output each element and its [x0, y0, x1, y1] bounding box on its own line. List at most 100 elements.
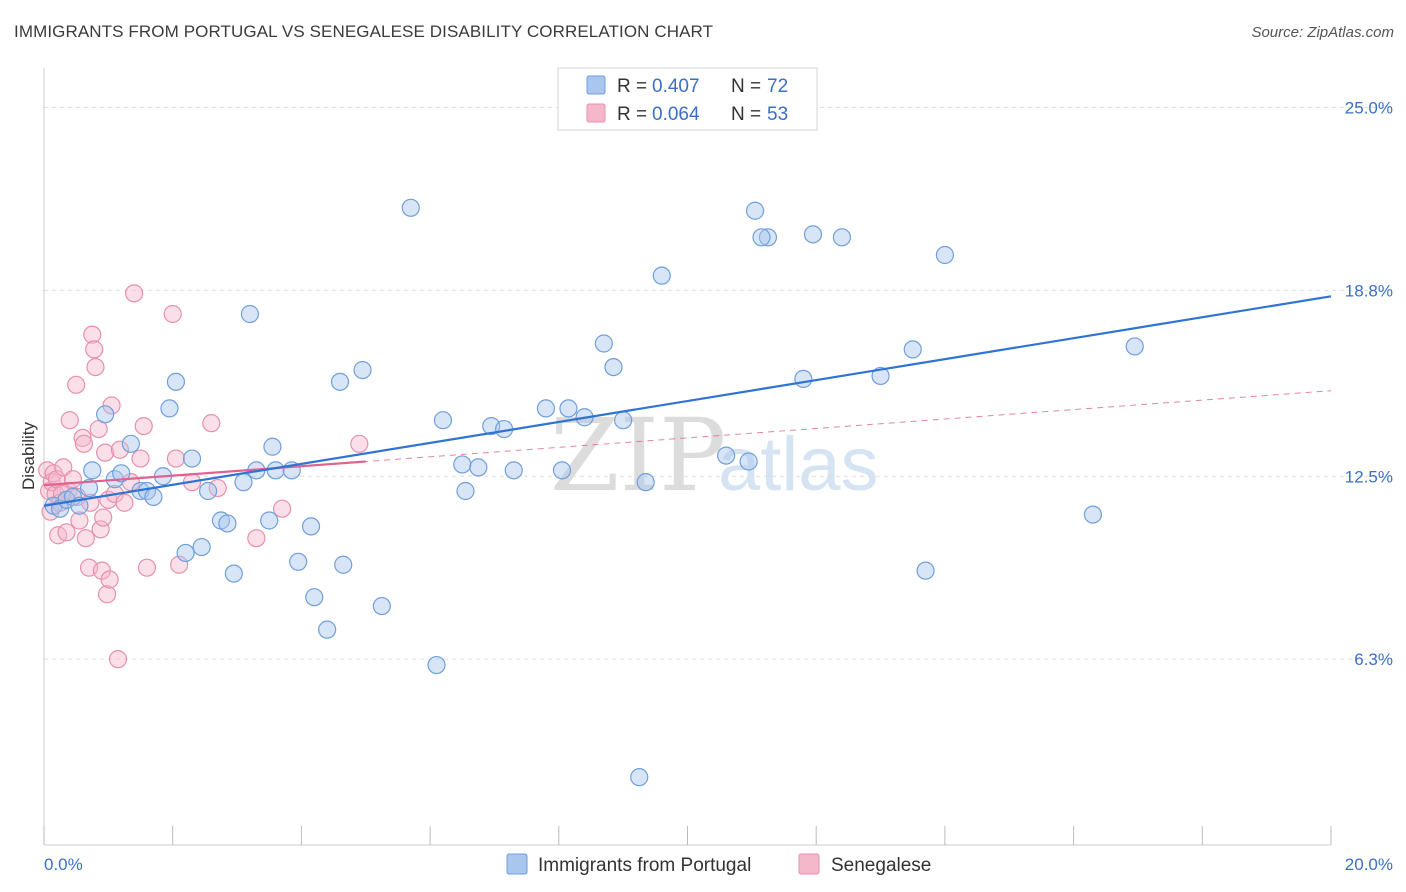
portugal-point: [652, 266, 671, 285]
watermark-atlas: atlas: [718, 422, 879, 507]
senegalese-point: [115, 493, 134, 512]
legend-r-label-senegalese: R =: [617, 104, 647, 125]
senegalese-point: [96, 443, 115, 462]
portugal-point: [240, 304, 260, 324]
legend-n-value-portugal: 72: [767, 76, 788, 97]
senegalese-point: [124, 284, 144, 303]
senegalese-point: [166, 449, 186, 468]
portugal-trend-line: [43, 295, 1332, 507]
portugal-point: [903, 340, 922, 359]
portugal-point: [614, 411, 633, 430]
legend-swatch-senegalese: [586, 103, 606, 123]
portugal-point: [224, 564, 243, 583]
x-tick-label: 20.0%: [1345, 855, 1393, 874]
portugal-point: [144, 487, 163, 506]
y-axis-title: Disability: [19, 421, 38, 490]
senegalese-point: [86, 358, 105, 377]
senegalese-point: [110, 440, 130, 459]
legend-swatch-portugal: [586, 75, 606, 95]
senegalese-point: [272, 499, 292, 518]
portugal-point: [401, 198, 420, 217]
portugal-point: [330, 372, 350, 391]
portugal-point: [916, 561, 935, 580]
senegalese-point: [54, 458, 73, 477]
senegalese-point: [76, 529, 95, 548]
portugal-point: [160, 399, 179, 418]
portugal-point: [263, 437, 282, 456]
portugal-point: [218, 514, 237, 533]
portugal-point: [334, 555, 353, 574]
portugal-point: [112, 464, 131, 483]
senegalese-point: [91, 520, 110, 539]
senegalese-point: [350, 434, 369, 453]
portugal-point: [594, 334, 613, 353]
portugal-point: [427, 655, 446, 675]
senegalese-points: [38, 284, 369, 669]
portugal-point: [433, 411, 453, 430]
senegalese-trend-line: [43, 460, 366, 487]
portugal-point: [604, 358, 623, 377]
watermark: ZIP atlas: [550, 397, 879, 514]
legend-r-label-portugal: R =: [617, 76, 647, 97]
portugal-point: [552, 461, 572, 480]
legend-r-value-senegalese: 0.064: [652, 104, 700, 125]
portugal-point: [260, 511, 279, 530]
senegalese-point: [85, 340, 104, 359]
legend-r-value-portugal: 0.407: [652, 76, 700, 97]
senegalese-point: [131, 449, 150, 468]
portugal-point: [166, 372, 186, 391]
y-tick-label: 18.8%: [1345, 281, 1393, 300]
y-tick-label: 25.0%: [1345, 99, 1393, 118]
axes: [43, 68, 1332, 846]
legend-n-label-portugal: N =: [731, 76, 761, 97]
senegalese-point: [202, 414, 221, 433]
portugal-point: [301, 517, 321, 536]
senegalese-point: [170, 555, 189, 574]
portugal-point: [536, 399, 556, 418]
chart-title: IMMIGRANTS FROM PORTUGAL VS SENEGALESE D…: [14, 22, 714, 41]
x-tick-label: 0.0%: [44, 855, 83, 874]
portugal-point: [453, 455, 472, 474]
watermark-zip: ZIP: [550, 397, 726, 514]
portugal-point: [745, 201, 765, 220]
portugal-point: [636, 473, 655, 492]
portugal-point: [717, 446, 736, 465]
portugal-point: [794, 369, 813, 388]
portugal-point: [752, 228, 771, 247]
senegalese-point: [70, 511, 89, 530]
bottom-legend-label-senegalese: Senegalese: [831, 855, 931, 876]
senegalese-point: [134, 417, 153, 436]
portugal-point: [353, 360, 372, 380]
senegalese-point: [74, 434, 93, 453]
senegalese-point: [67, 375, 86, 394]
senegalese-point: [94, 508, 113, 527]
senegalese-point: [100, 570, 119, 589]
portugal-point: [79, 478, 99, 498]
bottom-legend-swatch-senegalese: [798, 853, 820, 875]
portugal-point: [504, 461, 523, 480]
portugal-point: [832, 228, 852, 247]
portugal-point: [469, 458, 488, 477]
portugal-point: [456, 481, 475, 501]
portugal-point: [739, 452, 758, 471]
portugal-point: [871, 366, 890, 386]
portugal-point: [266, 461, 285, 480]
portugal-point: [1125, 337, 1144, 356]
portugal-point: [176, 543, 195, 563]
senegalese-point: [247, 529, 266, 548]
portugal-point: [758, 228, 778, 247]
portugal-point: [182, 449, 202, 468]
portugal-point: [372, 596, 391, 616]
trend-lines: [43, 295, 1332, 507]
portugal-point: [96, 405, 115, 424]
portugal-point: [198, 481, 218, 501]
senegalese-point: [97, 585, 117, 604]
bottom-legend: Immigrants from Portugal Senegalese: [506, 853, 931, 876]
source-label: Source: ZipAtlas.com: [1251, 24, 1394, 41]
portugal-point: [192, 537, 211, 557]
portugal-point: [289, 552, 308, 571]
portugal-point: [83, 461, 102, 480]
bottom-legend-label-portugal: Immigrants from Portugal: [538, 855, 751, 876]
grid: [44, 107, 1394, 660]
top-legend: R = 0.407 N = 72 R = 0.064 N = 53: [557, 67, 818, 131]
